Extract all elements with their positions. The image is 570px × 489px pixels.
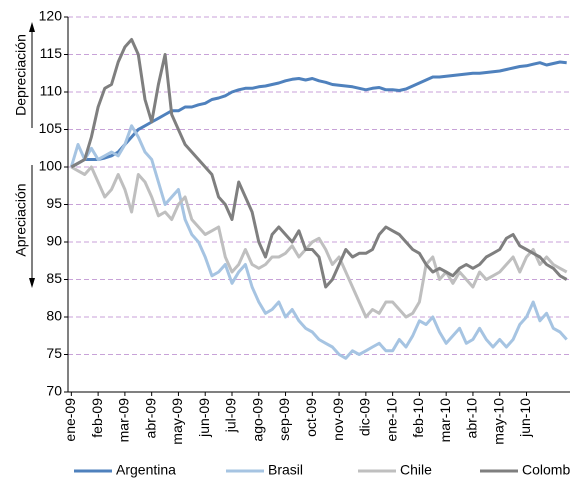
- y-tick-label: 85: [46, 270, 62, 286]
- legend-label: Colombia: [522, 462, 570, 478]
- x-tick-label: dic-09: [357, 398, 373, 436]
- x-tick-label: ago-09: [249, 398, 265, 442]
- x-tick-label: jun-09: [196, 398, 212, 438]
- arrow-head: [29, 22, 35, 32]
- x-tick-label: feb-09: [89, 398, 105, 438]
- line-series: [70, 38, 568, 289]
- annotation: Apreciación: [13, 183, 29, 256]
- x-tick-label: jul-09: [223, 398, 239, 433]
- x-tick-label: abr-10: [464, 398, 480, 439]
- x-tick-label: oct-09: [303, 398, 319, 437]
- y-tick-label: 70: [46, 383, 62, 399]
- x-tick-label: mar-09: [116, 398, 132, 443]
- line-series: [69, 124, 568, 360]
- x-tick-label: may-10: [490, 398, 506, 445]
- x-tick-label: ene-09: [62, 398, 78, 442]
- y-tick-label: 90: [46, 233, 62, 249]
- y-tick-label: 120: [39, 8, 63, 24]
- legend-label: Chile: [400, 462, 432, 478]
- legend-label: Brasil: [268, 462, 303, 478]
- x-tick-label: ene-10: [383, 398, 399, 442]
- line-series: [70, 60, 567, 169]
- line-series: [70, 165, 568, 319]
- x-tick-label: mar-10: [437, 398, 453, 443]
- y-tick-label: 105: [39, 120, 63, 136]
- y-tick-label: 95: [46, 195, 62, 211]
- y-tick-label: 75: [46, 345, 62, 361]
- x-tick-label: jun-10: [517, 398, 533, 438]
- x-tick-label: sep-09: [276, 398, 292, 441]
- x-tick-label: nov-09: [330, 398, 346, 441]
- annotation: Depreciación: [13, 34, 29, 116]
- arrow-head: [29, 278, 35, 288]
- y-tick-label: 100: [39, 158, 63, 174]
- y-tick-label: 115: [40, 45, 63, 61]
- x-tick-label: may-09: [169, 398, 185, 445]
- legend-label: Argentina: [116, 462, 176, 478]
- y-tick-label: 110: [40, 83, 63, 99]
- x-tick-label: abr-09: [142, 398, 158, 439]
- x-tick-label: feb-10: [410, 398, 426, 438]
- y-tick-label: 80: [46, 308, 62, 324]
